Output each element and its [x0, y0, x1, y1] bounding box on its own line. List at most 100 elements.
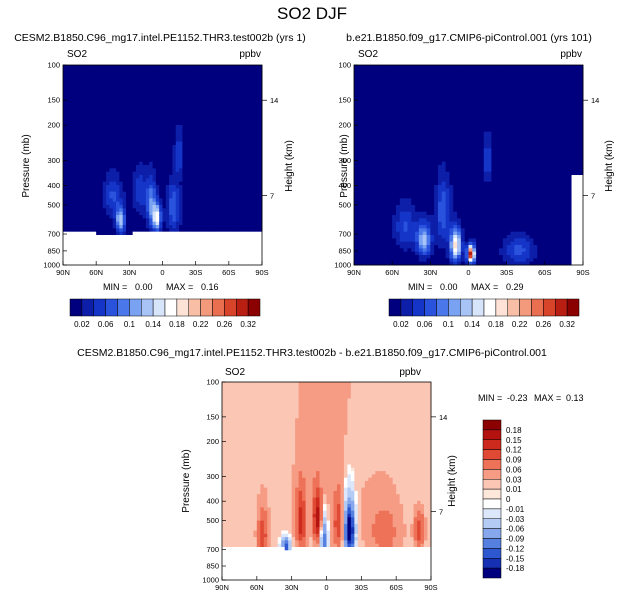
field-cell: [196, 205, 200, 209]
field-cell: [434, 218, 438, 222]
field-cell: [186, 218, 190, 222]
field-cell: [381, 152, 385, 156]
field-cell: [199, 152, 203, 156]
field-cell: [216, 128, 220, 132]
field-cell: [212, 128, 216, 132]
field-cell: [159, 72, 163, 76]
field-cell: [189, 258, 193, 262]
field-cell: [206, 118, 210, 122]
field-cell: [202, 82, 206, 86]
field-cell: [159, 218, 163, 222]
field-cell: [239, 158, 243, 162]
field-cell: [166, 148, 170, 152]
field-cell: [373, 115, 377, 119]
field-cell: [199, 188, 203, 192]
field-cell: [123, 182, 127, 186]
field-cell: [392, 165, 396, 169]
field-cell: [407, 255, 411, 259]
field-cell: [103, 128, 107, 132]
field-cell: [119, 82, 123, 86]
field-cell: [86, 112, 90, 116]
field-cell: [119, 122, 123, 126]
field-cell: [252, 68, 256, 72]
field-cell: [156, 108, 160, 112]
field-cell: [199, 245, 203, 249]
field-cell: [212, 185, 216, 189]
field-cell: [209, 228, 213, 232]
field-cell: [116, 248, 120, 252]
field-cell: [373, 78, 377, 82]
field-cell: [377, 82, 381, 86]
field-cell: [434, 155, 438, 159]
field-cell: [392, 178, 396, 182]
field-cell: [176, 85, 180, 89]
field-cell: [143, 178, 147, 182]
field-cell: [159, 215, 163, 219]
field-cell: [83, 148, 87, 152]
field-cell: [434, 228, 438, 232]
field-cell: [242, 225, 246, 229]
field-cell: [434, 158, 438, 162]
field-cell: [369, 102, 373, 106]
field-cell: [392, 115, 396, 119]
field-cell: [70, 242, 74, 246]
field-cell: [199, 102, 203, 106]
field-cell: [427, 178, 431, 182]
field-cell: [83, 175, 87, 179]
field-cell: [434, 252, 438, 256]
field-cell: [252, 175, 256, 179]
field-cell: [362, 242, 366, 246]
x-tick-label: 90S: [255, 268, 268, 277]
field-cell: [415, 78, 419, 82]
field-cell: [96, 145, 100, 149]
field-cell: [99, 248, 103, 252]
field-cell: [222, 255, 226, 259]
field-cell: [369, 132, 373, 136]
field-cell: [119, 245, 123, 249]
field-cell: [99, 175, 103, 179]
field-cell: [362, 255, 366, 259]
field-cell: [369, 228, 373, 232]
field-cell: [186, 132, 190, 136]
field-cell: [172, 245, 176, 249]
field-cell: [242, 115, 246, 119]
field-cell: [93, 95, 97, 99]
field-cell: [192, 242, 196, 246]
field-cell: [407, 175, 411, 179]
field-cell: [255, 65, 259, 69]
field-cell: [90, 65, 94, 69]
field-cell: [146, 212, 150, 216]
field-cell: [70, 165, 74, 169]
field-cell: [90, 158, 94, 162]
field-cell: [249, 105, 253, 109]
field-cell: [199, 162, 203, 166]
field-cell: [70, 175, 74, 179]
field-cell: [172, 155, 176, 159]
field-cell: [255, 95, 259, 99]
field-cell: [109, 102, 113, 106]
field-cell: [116, 98, 120, 102]
field-cell: [80, 128, 84, 132]
field-cell: [139, 72, 143, 76]
field-cell: [119, 142, 123, 146]
field-cell: [83, 232, 87, 236]
field-cell: [66, 255, 70, 259]
field-cell: [113, 252, 117, 256]
field-cell: [232, 228, 236, 232]
field-cell: [209, 125, 213, 129]
field-cell: [116, 172, 120, 176]
field-cell: [202, 182, 206, 186]
field-cell: [430, 135, 434, 139]
field-cell: [113, 88, 117, 92]
field-cell: [99, 65, 103, 69]
field-cell: [206, 85, 210, 89]
field-cell: [196, 105, 200, 109]
field-cell: [381, 168, 385, 172]
field-cell: [206, 178, 210, 182]
field-cell: [93, 138, 97, 142]
field-cell: [354, 255, 358, 259]
field-cell: [365, 232, 369, 236]
field-cell: [249, 85, 253, 89]
field-cell: [219, 172, 223, 176]
field-cell: [146, 248, 150, 252]
